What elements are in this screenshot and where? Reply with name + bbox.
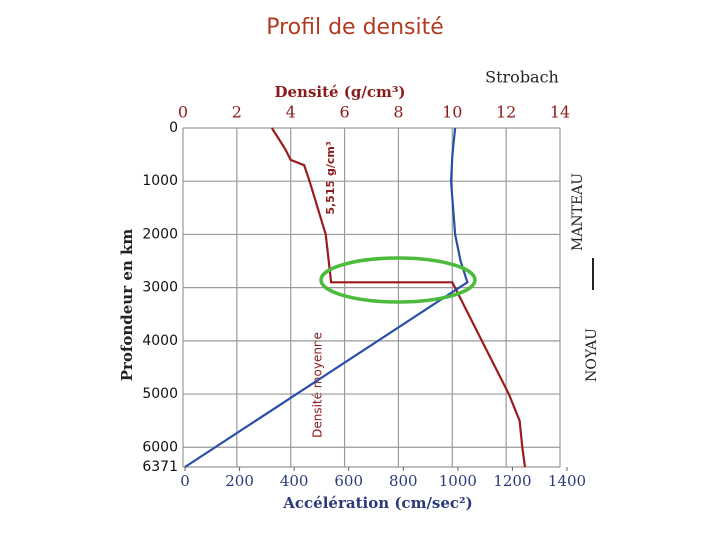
top-tick-label: 6 bbox=[339, 103, 349, 122]
annotation: NOYAU bbox=[584, 328, 600, 382]
y-tick-label: 6371 bbox=[142, 459, 178, 475]
bottom-tick-label: 600 bbox=[334, 472, 363, 490]
y-tick-label: 1000 bbox=[142, 173, 178, 189]
bottom-tick-label: 1400 bbox=[548, 472, 586, 490]
series-line bbox=[184, 127, 469, 468]
chart-title: Profil de densité bbox=[266, 15, 444, 40]
top-tick-label: 0 bbox=[178, 103, 188, 122]
bottom-tick-label: 200 bbox=[225, 472, 254, 490]
annotation: MANTEAU bbox=[570, 173, 586, 251]
annotation: 5,515 g/cm³ bbox=[324, 141, 337, 214]
marks bbox=[184, 127, 527, 468]
top-tick-label: 14 bbox=[550, 103, 570, 122]
series-line bbox=[270, 127, 527, 468]
bottom-tick-label: 1200 bbox=[493, 472, 531, 490]
y-tick-label: 3000 bbox=[142, 280, 178, 296]
bottom-tick-label: 1000 bbox=[439, 472, 477, 490]
y-tick-label: 6000 bbox=[142, 439, 178, 455]
bottom-axis-label: Accélération (cm/sec²) bbox=[282, 494, 472, 512]
y-tick-label: 5000 bbox=[142, 386, 178, 402]
y-tick-label: 0 bbox=[169, 120, 178, 136]
bottom-tick-label: 800 bbox=[389, 472, 418, 490]
y-axis-label: Profondeur en km bbox=[118, 229, 136, 382]
bottom-tick-label: 0 bbox=[180, 472, 190, 490]
top-tick-label: 4 bbox=[286, 103, 296, 122]
highlight bbox=[319, 256, 477, 304]
y-tick-label: 4000 bbox=[142, 333, 178, 349]
source: Strobach bbox=[485, 68, 559, 87]
top-tick-label: 12 bbox=[496, 103, 516, 122]
top-tick-label: 2 bbox=[232, 103, 242, 122]
bottom-tick-label: 400 bbox=[280, 472, 309, 490]
top-axis-label: Densité (g/cm³) bbox=[274, 83, 405, 101]
top-tick-label: 8 bbox=[393, 103, 403, 122]
top-tick-label: 10 bbox=[442, 103, 462, 122]
y-tick-label: 2000 bbox=[142, 226, 178, 242]
annotation: Densité moyenne bbox=[311, 332, 325, 438]
